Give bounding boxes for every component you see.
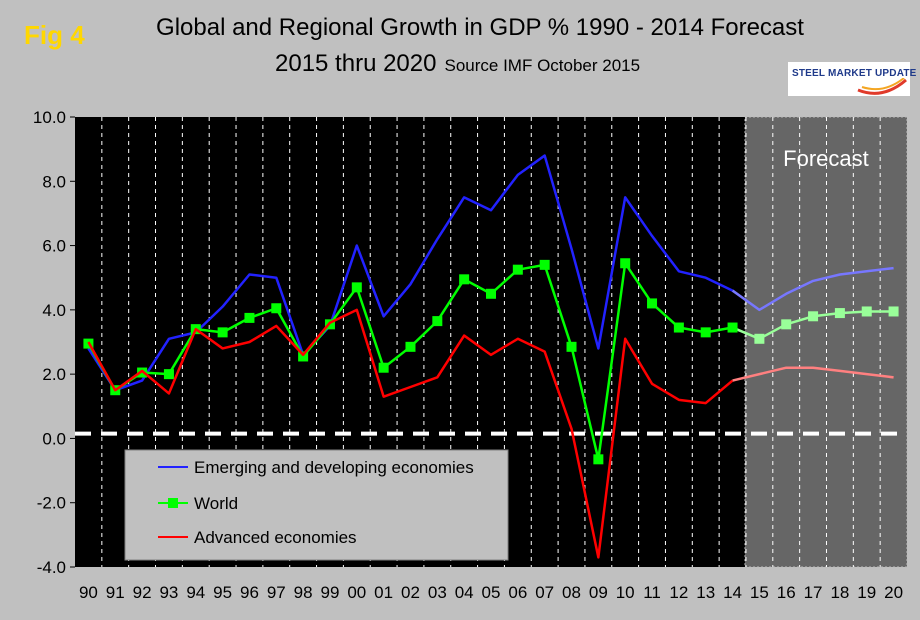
- data-point-world: [673, 322, 684, 333]
- data-point-world: [781, 319, 792, 330]
- x-tick-label: 13: [696, 583, 715, 602]
- y-tick-label: 8.0: [42, 172, 66, 191]
- data-point-world: [539, 259, 550, 270]
- x-tick-label: 03: [428, 583, 447, 602]
- x-tick-label: 93: [159, 583, 178, 602]
- x-axis-ticks: 90 91 92 93 94 95 96 97 98 99 00 01 02 03 04 05 06 07 08 09…: [79, 583, 903, 602]
- y-tick-label: -4.0: [37, 558, 66, 577]
- series-line-emerging-forecast: [731, 266, 894, 312]
- data-point-world: [834, 308, 845, 319]
- x-tick-label: 15: [750, 583, 769, 602]
- data-point-world: [432, 316, 443, 327]
- x-tick-label: 01: [374, 583, 393, 602]
- x-tick-label: 18: [830, 583, 849, 602]
- data-point-world: [298, 351, 309, 362]
- x-tick-label: 20: [884, 583, 903, 602]
- x-tick-label: 90: [79, 583, 98, 602]
- legend-marker-world: [168, 498, 178, 508]
- logo-text: STEEL MARKET UPDATE: [792, 68, 917, 79]
- data-point-world: [888, 306, 899, 317]
- y-tick-label: 6.0: [42, 237, 66, 256]
- data-point-world: [512, 264, 523, 275]
- x-tick-label: 04: [455, 583, 474, 602]
- data-point-world: [566, 341, 577, 352]
- data-point-world: [727, 322, 738, 333]
- series-line-advanced-forecast: [732, 366, 894, 382]
- logo-swoosh-icon: [857, 78, 907, 95]
- data-point-world: [754, 333, 765, 344]
- chart-subtitle-period: 2015 thru 2020: [275, 50, 437, 77]
- x-tick-label: 10: [616, 583, 635, 602]
- x-tick-label: 07: [535, 583, 554, 602]
- x-tick-label: 95: [213, 583, 232, 602]
- legend-label-advanced: Advanced economies: [194, 528, 357, 547]
- legend-box: [124, 449, 509, 561]
- data-point-world: [861, 306, 872, 317]
- y-tick-label: 10.0: [33, 108, 66, 127]
- data-point-world: [217, 327, 228, 338]
- x-tick-label: 06: [508, 583, 527, 602]
- x-tick-label: 19: [857, 583, 876, 602]
- data-point-world: [808, 311, 819, 322]
- y-tick-label: 2.0: [42, 365, 66, 384]
- series-layer: [83, 154, 899, 559]
- x-tick-label: 97: [267, 583, 286, 602]
- x-tick-label: 05: [482, 583, 501, 602]
- x-tick-label: 02: [401, 583, 420, 602]
- data-point-world: [163, 369, 174, 380]
- data-point-world: [647, 298, 658, 309]
- data-point-world: [593, 454, 604, 465]
- x-tick-label: 09: [589, 583, 608, 602]
- source-note: Source IMF October 2015: [444, 56, 641, 75]
- data-point-world: [378, 362, 389, 373]
- series-line-advanced: [87, 308, 734, 559]
- y-tick-label: -2.0: [37, 494, 66, 513]
- legend: Emerging and developing economies World …: [124, 449, 509, 561]
- legend-label-world: World: [194, 494, 238, 513]
- data-point-world: [351, 282, 362, 293]
- forecast-label: Forecast: [783, 146, 869, 171]
- chart-title: Global and Regional Growth in GDP % 1990…: [156, 14, 804, 41]
- x-tick-label: 08: [562, 583, 581, 602]
- y-tick-label: 0.0: [42, 429, 66, 448]
- chart-subtitle: 2015 thru 2020 Source IMF October 2015: [275, 50, 640, 78]
- x-tick-label: 11: [643, 583, 661, 602]
- x-tick-label: 96: [240, 583, 259, 602]
- y-tick-label: 4.0: [42, 301, 66, 320]
- vertical-gridlines: [101, 117, 881, 567]
- data-point-world: [405, 341, 416, 352]
- x-tick-label: 12: [669, 583, 688, 602]
- data-point-world: [486, 288, 496, 299]
- data-point-world: [700, 327, 711, 338]
- y-axis-ticks: 10.0 8.0 6.0 4.0 2.0 0.0 -2.0 -4.0: [33, 108, 75, 577]
- legend-label-emerging: Emerging and developing economies: [194, 458, 474, 477]
- x-tick-label: 00: [347, 583, 366, 602]
- figure-label: Fig 4: [24, 20, 85, 50]
- x-tick-label: 92: [133, 583, 152, 602]
- data-point-world: [620, 258, 631, 269]
- x-tick-label: 91: [106, 583, 125, 602]
- x-tick-label: 16: [777, 583, 796, 602]
- steel-market-update-logo: STEEL MARKET UPDATE: [788, 62, 916, 96]
- x-tick-label: 98: [294, 583, 313, 602]
- data-point-world: [271, 303, 282, 314]
- x-tick-label: 17: [804, 583, 823, 602]
- data-point-world: [459, 274, 470, 285]
- x-tick-label: 14: [723, 583, 742, 602]
- x-tick-label: 94: [186, 583, 205, 602]
- data-point-world: [244, 312, 255, 323]
- x-tick-label: 99: [321, 583, 340, 602]
